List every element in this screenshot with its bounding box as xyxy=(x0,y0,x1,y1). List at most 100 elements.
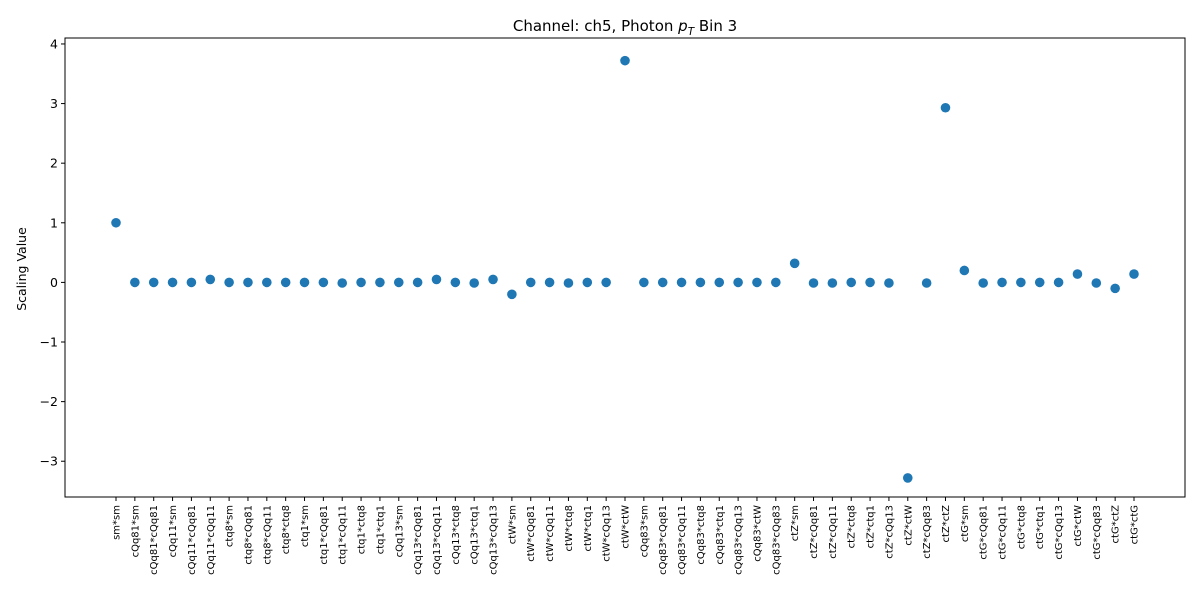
x-tick-label: cQq13*cQq81 xyxy=(413,505,424,575)
y-tick-label: −3 xyxy=(40,454,58,469)
data-point xyxy=(1129,269,1139,279)
x-tick-label: cQq11*cQq11 xyxy=(206,505,217,575)
x-tick-label: cQq81*cQq81 xyxy=(149,505,160,575)
data-point xyxy=(601,277,611,288)
data-point xyxy=(865,277,875,288)
data-point xyxy=(921,278,932,288)
y-tick-label: 1 xyxy=(50,215,58,230)
x-tick-label: cQq13*cQq13 xyxy=(489,505,500,575)
x-tick-label: ctq8*ctq8 xyxy=(281,505,292,554)
x-tick-label: cQq83*cQq11 xyxy=(677,505,688,575)
data-point xyxy=(884,278,894,288)
data-point xyxy=(714,277,725,288)
x-tick-label: cQq13*ctq8 xyxy=(451,505,462,565)
data-point xyxy=(902,473,913,483)
chart-title: Channel: ch5, Photon pT Bin 3 xyxy=(513,17,737,38)
x-tick-label: ctW*sm xyxy=(507,505,518,544)
x-tick-label: ctW*ctq8 xyxy=(564,505,575,551)
y-axis-label: Scaling Value xyxy=(14,227,29,311)
y-tick-label: 2 xyxy=(50,156,58,171)
x-tick-label: ctG*cQq83 xyxy=(1092,505,1103,560)
data-point xyxy=(1016,277,1026,288)
data-point xyxy=(224,277,234,288)
data-point xyxy=(450,277,461,288)
x-tick-label: ctW*cQq13 xyxy=(602,505,613,562)
data-point xyxy=(544,277,555,288)
x-tick-label: ctq1*sm xyxy=(300,505,311,547)
x-tick-label: ctZ*ctq1 xyxy=(866,505,877,548)
data-point xyxy=(130,277,140,288)
x-tick-label: cQq83*cQq81 xyxy=(658,505,669,575)
data-point xyxy=(1034,277,1045,288)
data-point xyxy=(356,277,366,288)
data-point xyxy=(997,277,1007,288)
x-tick-label: cQq83*ctq8 xyxy=(696,505,707,565)
x-tick-label: cQq83*ctW xyxy=(752,505,763,562)
data-point xyxy=(243,277,253,288)
data-point xyxy=(789,258,800,269)
x-tick-label: cQq13*cQq11 xyxy=(432,505,443,575)
x-tick-label: cQq11*sm xyxy=(168,505,179,557)
x-tick-label: cQq81*sm xyxy=(130,505,141,557)
data-point xyxy=(1091,278,1102,288)
x-tick-label: ctG*cQq81 xyxy=(979,505,990,560)
data-point xyxy=(676,277,687,288)
x-tick-label: ctW*ctq1 xyxy=(583,505,594,551)
x-tick-label: ctZ*ctq8 xyxy=(847,505,858,548)
x-tick-label: ctq8*cQq81 xyxy=(243,505,254,565)
data-point xyxy=(318,277,329,288)
data-point xyxy=(978,278,988,288)
x-tick-label: ctq1*ctq8 xyxy=(357,505,368,554)
data-point xyxy=(507,289,517,300)
x-tick-label: ctG*ctW xyxy=(1073,505,1084,547)
x-tick-label: ctG*ctG xyxy=(1130,505,1141,544)
data-point xyxy=(280,277,291,288)
data-point xyxy=(412,277,423,288)
x-tick-label: ctq8*sm xyxy=(225,505,236,547)
data-point xyxy=(375,277,385,288)
data-point xyxy=(1110,283,1120,294)
x-tick-label: cQq83*cQq83 xyxy=(771,505,782,575)
x-axis: sm*sm cQq81*sm cQq81*cQq81 cQq11*sm cQq11*cQ… xyxy=(112,497,1141,575)
x-tick-label: cQq13*ctq1 xyxy=(470,505,481,565)
x-tick-label: ctG*cQq13 xyxy=(1054,505,1065,560)
x-tick-label: ctW*cQq11 xyxy=(545,505,556,562)
x-tick-label: ctZ*ctW xyxy=(903,505,914,546)
x-tick-label: ctG*ctq1 xyxy=(1035,505,1046,549)
x-tick-label: ctG*cQq11 xyxy=(998,505,1009,560)
y-tick-label: 0 xyxy=(50,275,58,290)
data-points xyxy=(111,55,1139,483)
data-point xyxy=(827,278,838,288)
data-point xyxy=(186,277,197,288)
data-point xyxy=(940,102,951,113)
x-tick-label: sm*sm xyxy=(112,505,123,540)
x-tick-label: ctZ*ctZ xyxy=(941,505,952,543)
data-point xyxy=(393,277,404,288)
data-point xyxy=(733,277,743,288)
data-point xyxy=(582,277,593,288)
data-point xyxy=(639,277,649,288)
x-tick-label: ctW*cQq81 xyxy=(526,505,537,562)
data-point xyxy=(205,274,216,285)
data-point xyxy=(111,217,121,228)
y-axis: −3 −2 −1 0 1 2 3 4 xyxy=(40,36,65,469)
data-point xyxy=(525,277,536,288)
x-tick-label: ctG*ctq8 xyxy=(1016,505,1027,549)
data-point xyxy=(167,277,178,288)
x-tick-label: ctq1*cQq11 xyxy=(338,505,349,565)
x-tick-label: ctq1*ctq1 xyxy=(375,505,386,554)
data-point xyxy=(808,278,819,288)
y-tick-label: −1 xyxy=(40,335,58,350)
y-tick-label: 3 xyxy=(50,96,58,111)
data-point xyxy=(148,277,159,288)
y-tick-label: −2 xyxy=(40,394,58,409)
data-point xyxy=(431,274,442,285)
x-tick-label: ctq8*cQq11 xyxy=(262,505,273,565)
x-tick-label: ctG*sm xyxy=(960,505,971,542)
data-point xyxy=(1053,277,1064,288)
data-point xyxy=(469,278,479,288)
x-tick-label: cQq13*sm xyxy=(394,505,405,557)
x-tick-label: cQq11*cQq81 xyxy=(187,505,198,575)
